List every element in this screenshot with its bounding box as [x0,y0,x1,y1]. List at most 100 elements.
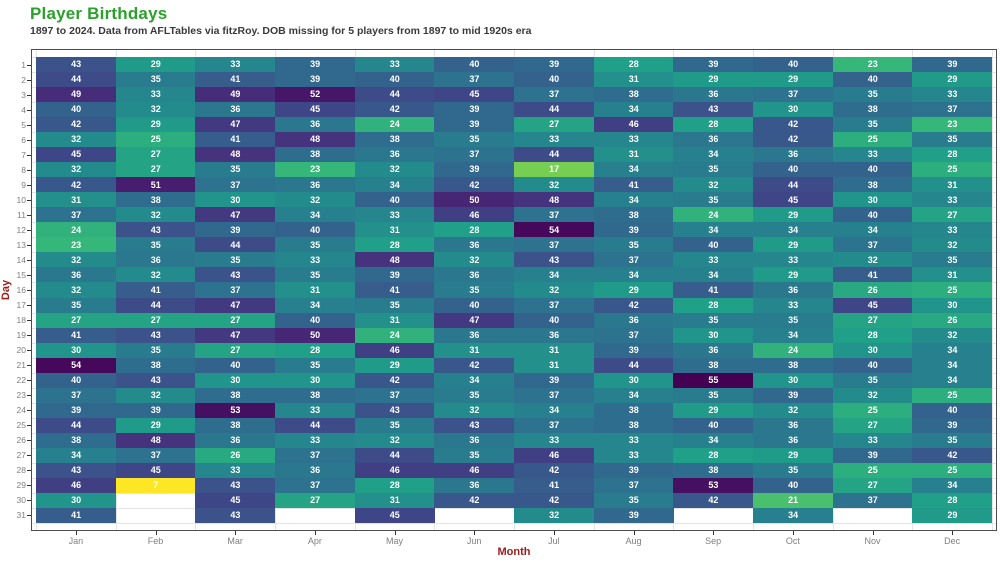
heatmap-cell-Jun-8: 39 [434,162,515,178]
heatmap-cell-Apr-4: 45 [275,102,356,118]
heatmap-cell-Apr-27: 37 [275,447,356,464]
heatmap-cell-Jul-13: 37 [514,237,595,253]
heatmap-cell-Jan-2: 44 [36,72,117,88]
heatmap-cell-Jun-20: 31 [434,342,515,359]
heatmap-cell-Sep-16: 41 [673,282,754,298]
heatmap-cell-May-15: 39 [354,267,435,283]
heatmap-cell-Mar-24: 53 [195,402,276,419]
heatmap-cell-Aug-24: 38 [593,402,674,419]
heatmap-cell-Dec-25: 39 [912,417,993,434]
x-tick-label: Aug [625,536,642,546]
heatmap-cell-Jun-3: 45 [434,87,515,103]
heatmap-cell-Jan-11: 37 [36,207,117,223]
heatmap-cell-Sep-8: 35 [673,162,754,178]
y-tick-label: 16 [16,285,26,295]
y-tick-label: 24 [16,405,26,416]
heatmap-cell-Jan-1: 43 [36,57,117,73]
heatmap-cell-Nov-23: 32 [832,387,913,404]
heatmap-cell-Mar-9: 37 [195,177,276,193]
heatmap-cell-Apr-23: 38 [275,387,356,404]
heatmap-cell-Aug-17: 42 [593,297,674,314]
heatmap-cell-May-29: 28 [354,477,435,494]
heatmap-cell-Feb-15: 32 [115,267,196,283]
heatmap-cell-Nov-1: 23 [832,57,913,73]
y-tick-label: 14 [16,254,26,265]
heatmap-cell-Aug-23: 34 [593,387,674,404]
y-tick-label: 19 [16,330,26,341]
heatmap-cell-Dec-26: 35 [912,432,993,449]
heatmap-cell-Jul-8: 17 [514,162,595,178]
heatmap-cell-Feb-23: 32 [115,387,196,404]
heatmap-cell-Jun-1: 40 [434,57,515,73]
y-tick-label: 4 [21,104,26,115]
heatmap-cell-Apr-20: 28 [275,342,356,359]
heatmap-cell-Feb-17: 44 [115,297,196,314]
heatmap-cell-Jun-13: 36 [434,237,515,253]
heatmap-cell-Aug-12: 39 [593,222,674,238]
heatmap-cell-Dec-12: 33 [912,222,993,238]
y-tick-label: 2 [21,74,26,85]
heatmap-cell-Jul-5: 27 [514,117,595,133]
heatmap-cell-Jan-29: 46 [36,477,117,494]
heatmap-cell-Nov-3: 35 [832,87,913,103]
heatmap-cell-Apr-1: 39 [275,57,356,73]
heatmap-cell-Mar-10: 30 [195,192,276,208]
heatmap-cell-Nov-5: 35 [832,117,913,133]
heatmap-cell-Dec-24: 40 [912,402,993,419]
heatmap-cell-Feb-6: 25 [115,132,196,148]
heatmap-cell-Mar-16: 37 [195,282,276,298]
heatmap-cell-Dec-5: 23 [912,117,993,133]
heatmap-cell-May-16: 41 [354,282,435,298]
y-axis-tick [27,109,31,111]
heatmap-cell-May-10: 40 [354,192,435,208]
heatmap-cell-Jan-19: 41 [36,327,117,344]
heatmap-cell-Mar-5: 47 [195,117,276,133]
heatmap-cell-Jun-12: 28 [434,222,515,238]
heatmap-cell-Aug-19: 37 [593,327,674,344]
heatmap-cell-Oct-22: 30 [753,372,834,389]
heatmap-cell-May-26: 32 [354,432,435,449]
heatmap-cell-Dec-6: 35 [912,132,993,148]
heatmap-cell-Jul-22: 39 [514,372,595,389]
heatmap-cell-Nov-4: 38 [832,102,913,118]
heatmap-cell-Feb-29: 7 [115,477,196,494]
heatmap-cell-Dec-11: 27 [912,207,993,223]
y-axis-tick [27,335,31,337]
heatmap-cell-Dec-9: 31 [912,177,993,193]
y-tick-label: 25 [16,420,26,431]
heatmap-cell-Jun-15: 36 [434,267,515,283]
x-axis-tick [75,531,77,535]
heatmap-cell-Oct-10: 45 [753,192,834,208]
heatmap-cell-Feb-20: 35 [115,342,196,359]
heatmap-cell-Jun-24: 32 [434,402,515,419]
heatmap-cell-Mar-28: 33 [195,462,276,479]
heatmap-cell-May-30: 31 [354,492,435,509]
heatmap-cell-Nov-16: 26 [832,282,913,298]
heatmap-cell-Jul-1: 39 [514,57,595,73]
heatmap-cell-Oct-24: 32 [753,402,834,419]
heatmap-cell-May-28: 46 [354,462,435,479]
heatmap-cell-Jul-2: 40 [514,72,595,88]
heatmap-cell-Dec-18: 26 [912,312,993,329]
heatmap-cell-Jan-6: 32 [36,132,117,148]
x-tick-label: May [385,536,403,546]
heatmap-cell-May-2: 40 [354,72,435,88]
heatmap-cell-May-23: 37 [354,387,435,404]
heatmap-cell-Jul-29: 41 [514,477,595,494]
heatmap-cell-Jan-26: 38 [36,432,117,449]
y-tick-label: 13 [16,239,26,250]
y-axis-tick [27,214,31,216]
heatmap-cell-Sep-20: 36 [673,342,754,359]
heatmap-cell-Feb-18: 27 [115,312,196,329]
heatmap-cell-Nov-11: 40 [832,207,913,223]
heatmap-cell-Dec-27: 42 [912,447,993,464]
heatmap-cell-Jul-6: 33 [514,132,595,148]
y-axis-tick [27,470,31,472]
heatmap-cell-Jan-18: 27 [36,312,117,329]
heatmap-cell-Dec-2: 29 [912,72,993,88]
heatmap-cell-Sep-12: 34 [673,222,754,238]
heatmap-cell-Dec-22: 34 [912,372,993,389]
heatmap-cell-Aug-14: 37 [593,252,674,268]
heatmap-cell-Feb-22: 43 [115,372,196,389]
heatmap-cell-May-17: 35 [354,297,435,314]
